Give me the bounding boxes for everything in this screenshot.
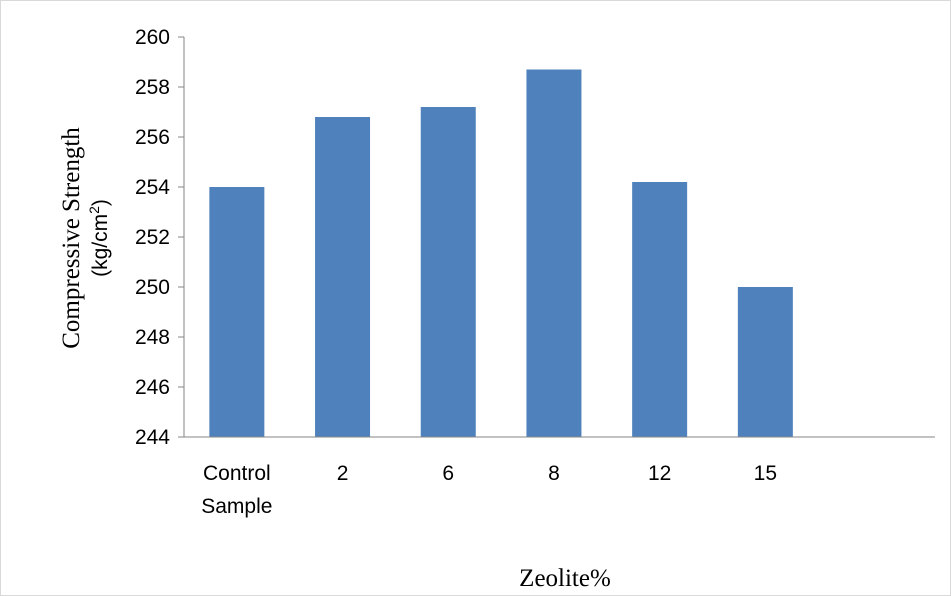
y-tick-label: 250 bbox=[135, 276, 170, 299]
x-axis-title: Zeolite% bbox=[519, 565, 611, 592]
x-tick-label: 6 bbox=[442, 462, 454, 485]
y-axis-unit-close: ) bbox=[89, 199, 112, 206]
y-tick-label: 252 bbox=[135, 226, 170, 249]
x-tick-label: 2 bbox=[337, 462, 349, 485]
y-axis-title-line1: Compressive Strength bbox=[58, 127, 85, 349]
x-tick-label: 8 bbox=[548, 462, 560, 485]
bar bbox=[209, 187, 265, 437]
y-tick-label: 258 bbox=[135, 76, 170, 99]
y-axis-unit-exponent: 2 bbox=[86, 206, 102, 214]
y-tick-label: 254 bbox=[135, 176, 170, 199]
y-tick-label: 248 bbox=[135, 326, 170, 349]
x-tick-label: 12 bbox=[648, 462, 671, 485]
y-tick-label: 260 bbox=[135, 26, 170, 49]
y-axis bbox=[178, 36, 185, 438]
bar bbox=[420, 107, 476, 437]
y-axis-unit: (kg/cm bbox=[89, 214, 112, 277]
y-tick-label: 256 bbox=[135, 126, 170, 149]
y-tick-label: 244 bbox=[135, 426, 170, 449]
bar bbox=[315, 117, 371, 437]
y-tick-labels: 244 246 248 250 252 254 256 258 260 bbox=[135, 26, 170, 449]
bar bbox=[632, 182, 688, 437]
bar bbox=[526, 69, 582, 437]
bar bbox=[737, 287, 793, 437]
y-tick-label: 246 bbox=[135, 376, 170, 399]
y-axis-title-line2: (kg/cm2) bbox=[86, 199, 112, 277]
x-tick-labels: Control Sample 2 6 8 12 15 bbox=[201, 462, 777, 518]
x-tick-label: 15 bbox=[754, 462, 777, 485]
y-axis-title: Compressive Strength (kg/cm2) bbox=[58, 127, 112, 349]
x-tick-label: Control Sample bbox=[201, 462, 272, 518]
bars bbox=[209, 69, 793, 437]
